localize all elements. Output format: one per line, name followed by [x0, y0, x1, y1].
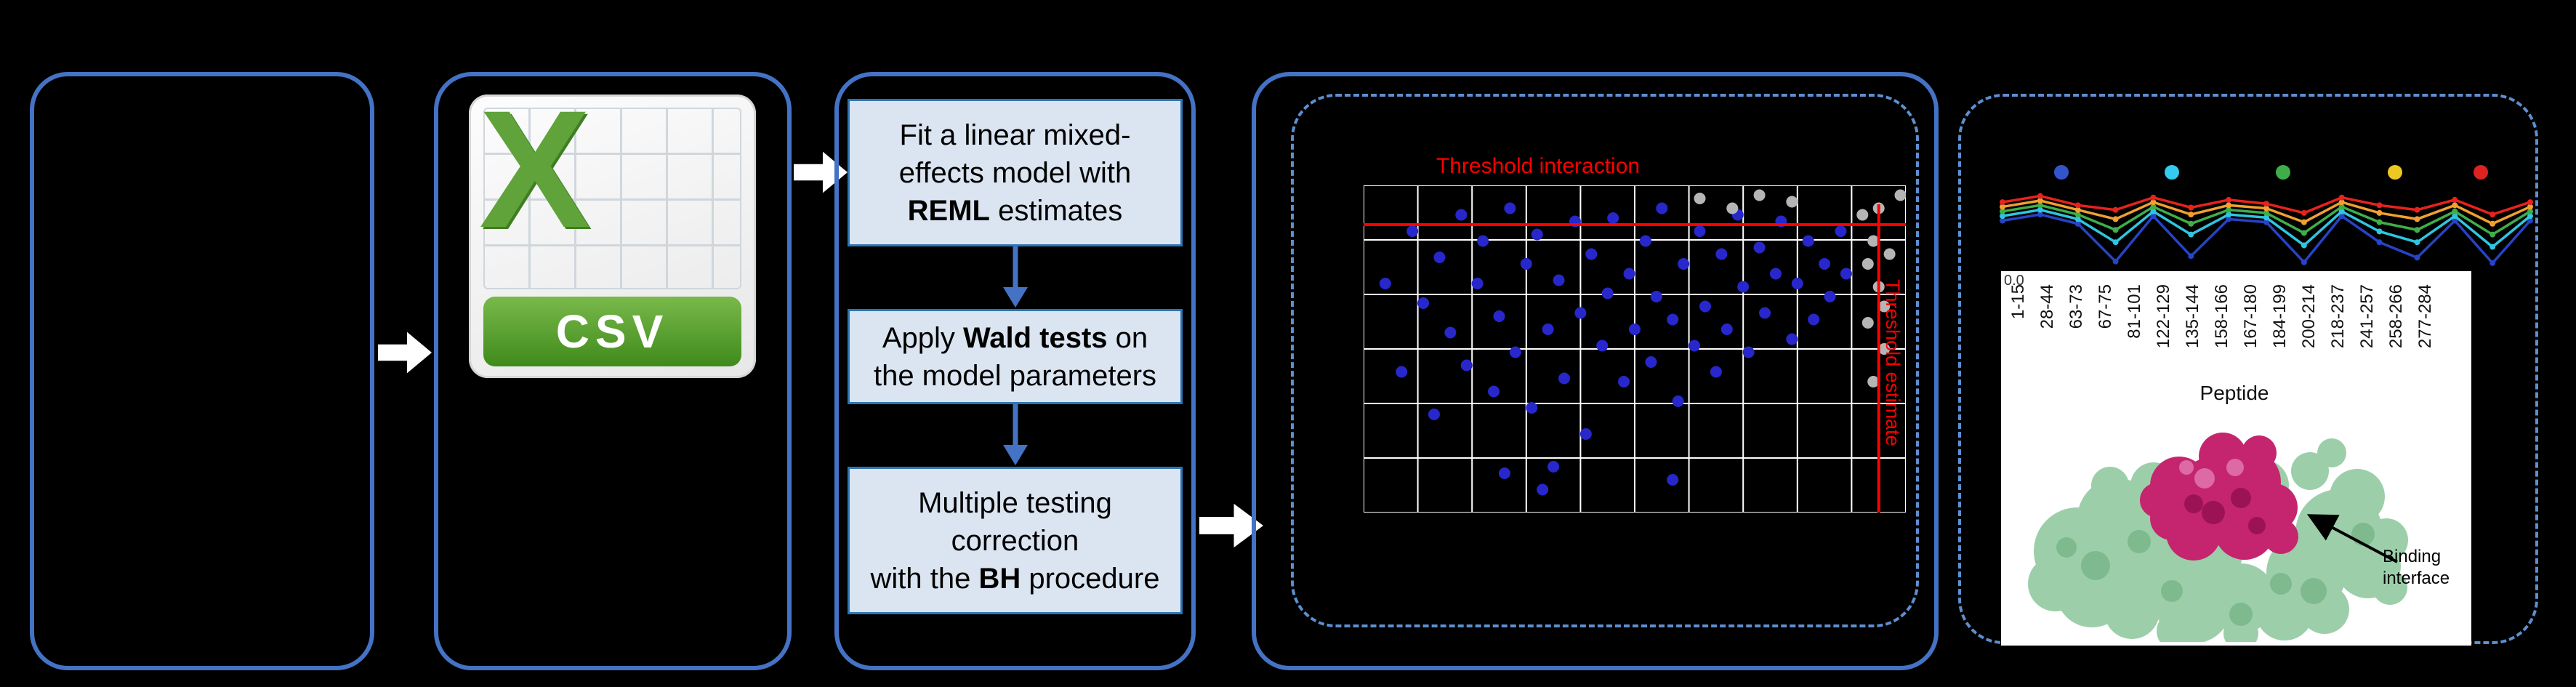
panel-csv — [434, 72, 792, 670]
csv-x-letter: X — [479, 76, 591, 262]
svg-text:167-180: 167-180 — [2241, 284, 2261, 348]
protein-structure — [2028, 433, 2408, 642]
uptake-line-chart — [2000, 193, 2533, 266]
peptide-axis-labels: 1-15 28-44 63-73 67-75 81-101 122-129 135-144 1… — [2008, 284, 2435, 348]
svg-text:158-166: 158-166 — [2212, 284, 2231, 348]
binding-interface-label: Binding interface — [2383, 547, 2450, 588]
svg-text:200-214: 200-214 — [2299, 284, 2319, 348]
svg-text:135-144: 135-144 — [2183, 284, 2202, 348]
svg-text:63-73: 63-73 — [2066, 284, 2086, 329]
step-box-reml: Fit a linear mixed-effects model with REM… — [848, 99, 1183, 246]
peptide-axis-title: Peptide — [2199, 382, 2269, 404]
down-arrow-icon — [1003, 246, 1028, 308]
svg-text:258-266: 258-266 — [2386, 284, 2406, 348]
step-box-wald: Apply Wald tests on the model parameters — [848, 309, 1183, 404]
svg-text:28-44: 28-44 — [2037, 284, 2057, 329]
svg-text:67-75: 67-75 — [2096, 284, 2115, 329]
binding-arrow-icon — [2306, 514, 2398, 563]
results-white-box: 0.0 1-15 28-44 63-73 67-75 81-101 122-129 135-… — [2001, 271, 2471, 646]
down-arrow-icon — [1003, 404, 1028, 465]
svg-text:81-101: 81-101 — [2125, 284, 2144, 339]
ytick-label: 0.0 — [2004, 273, 2024, 289]
svg-text:218-237: 218-237 — [2328, 284, 2348, 348]
svg-text:1-15: 1-15 — [2008, 284, 2028, 319]
csv-banner: CSV — [483, 297, 742, 366]
volcano-dashed-box — [1291, 94, 1919, 627]
threshold-estimate-label: Threshold estimate — [1882, 279, 1904, 446]
step-box-bh: Multiple testing correction with the BH pr… — [848, 467, 1183, 614]
panel-volcano — [1252, 72, 1939, 670]
svg-text:241-257: 241-257 — [2357, 284, 2377, 348]
svg-text:184-199: 184-199 — [2270, 284, 2290, 348]
volcano-scatter-plot — [1364, 185, 1906, 513]
csv-banner-label: CSV — [555, 305, 669, 358]
svg-text:277-284: 277-284 — [2415, 284, 2435, 348]
csv-file-icon: X CSV — [469, 81, 756, 378]
svg-text:122-129: 122-129 — [2154, 284, 2173, 348]
threshold-interaction-label: Threshold interaction — [1436, 154, 1641, 178]
panel-model — [834, 72, 1196, 670]
flow-arrow-1-icon — [378, 332, 432, 374]
panel-input — [30, 72, 374, 670]
csv-grid — [483, 108, 741, 289]
